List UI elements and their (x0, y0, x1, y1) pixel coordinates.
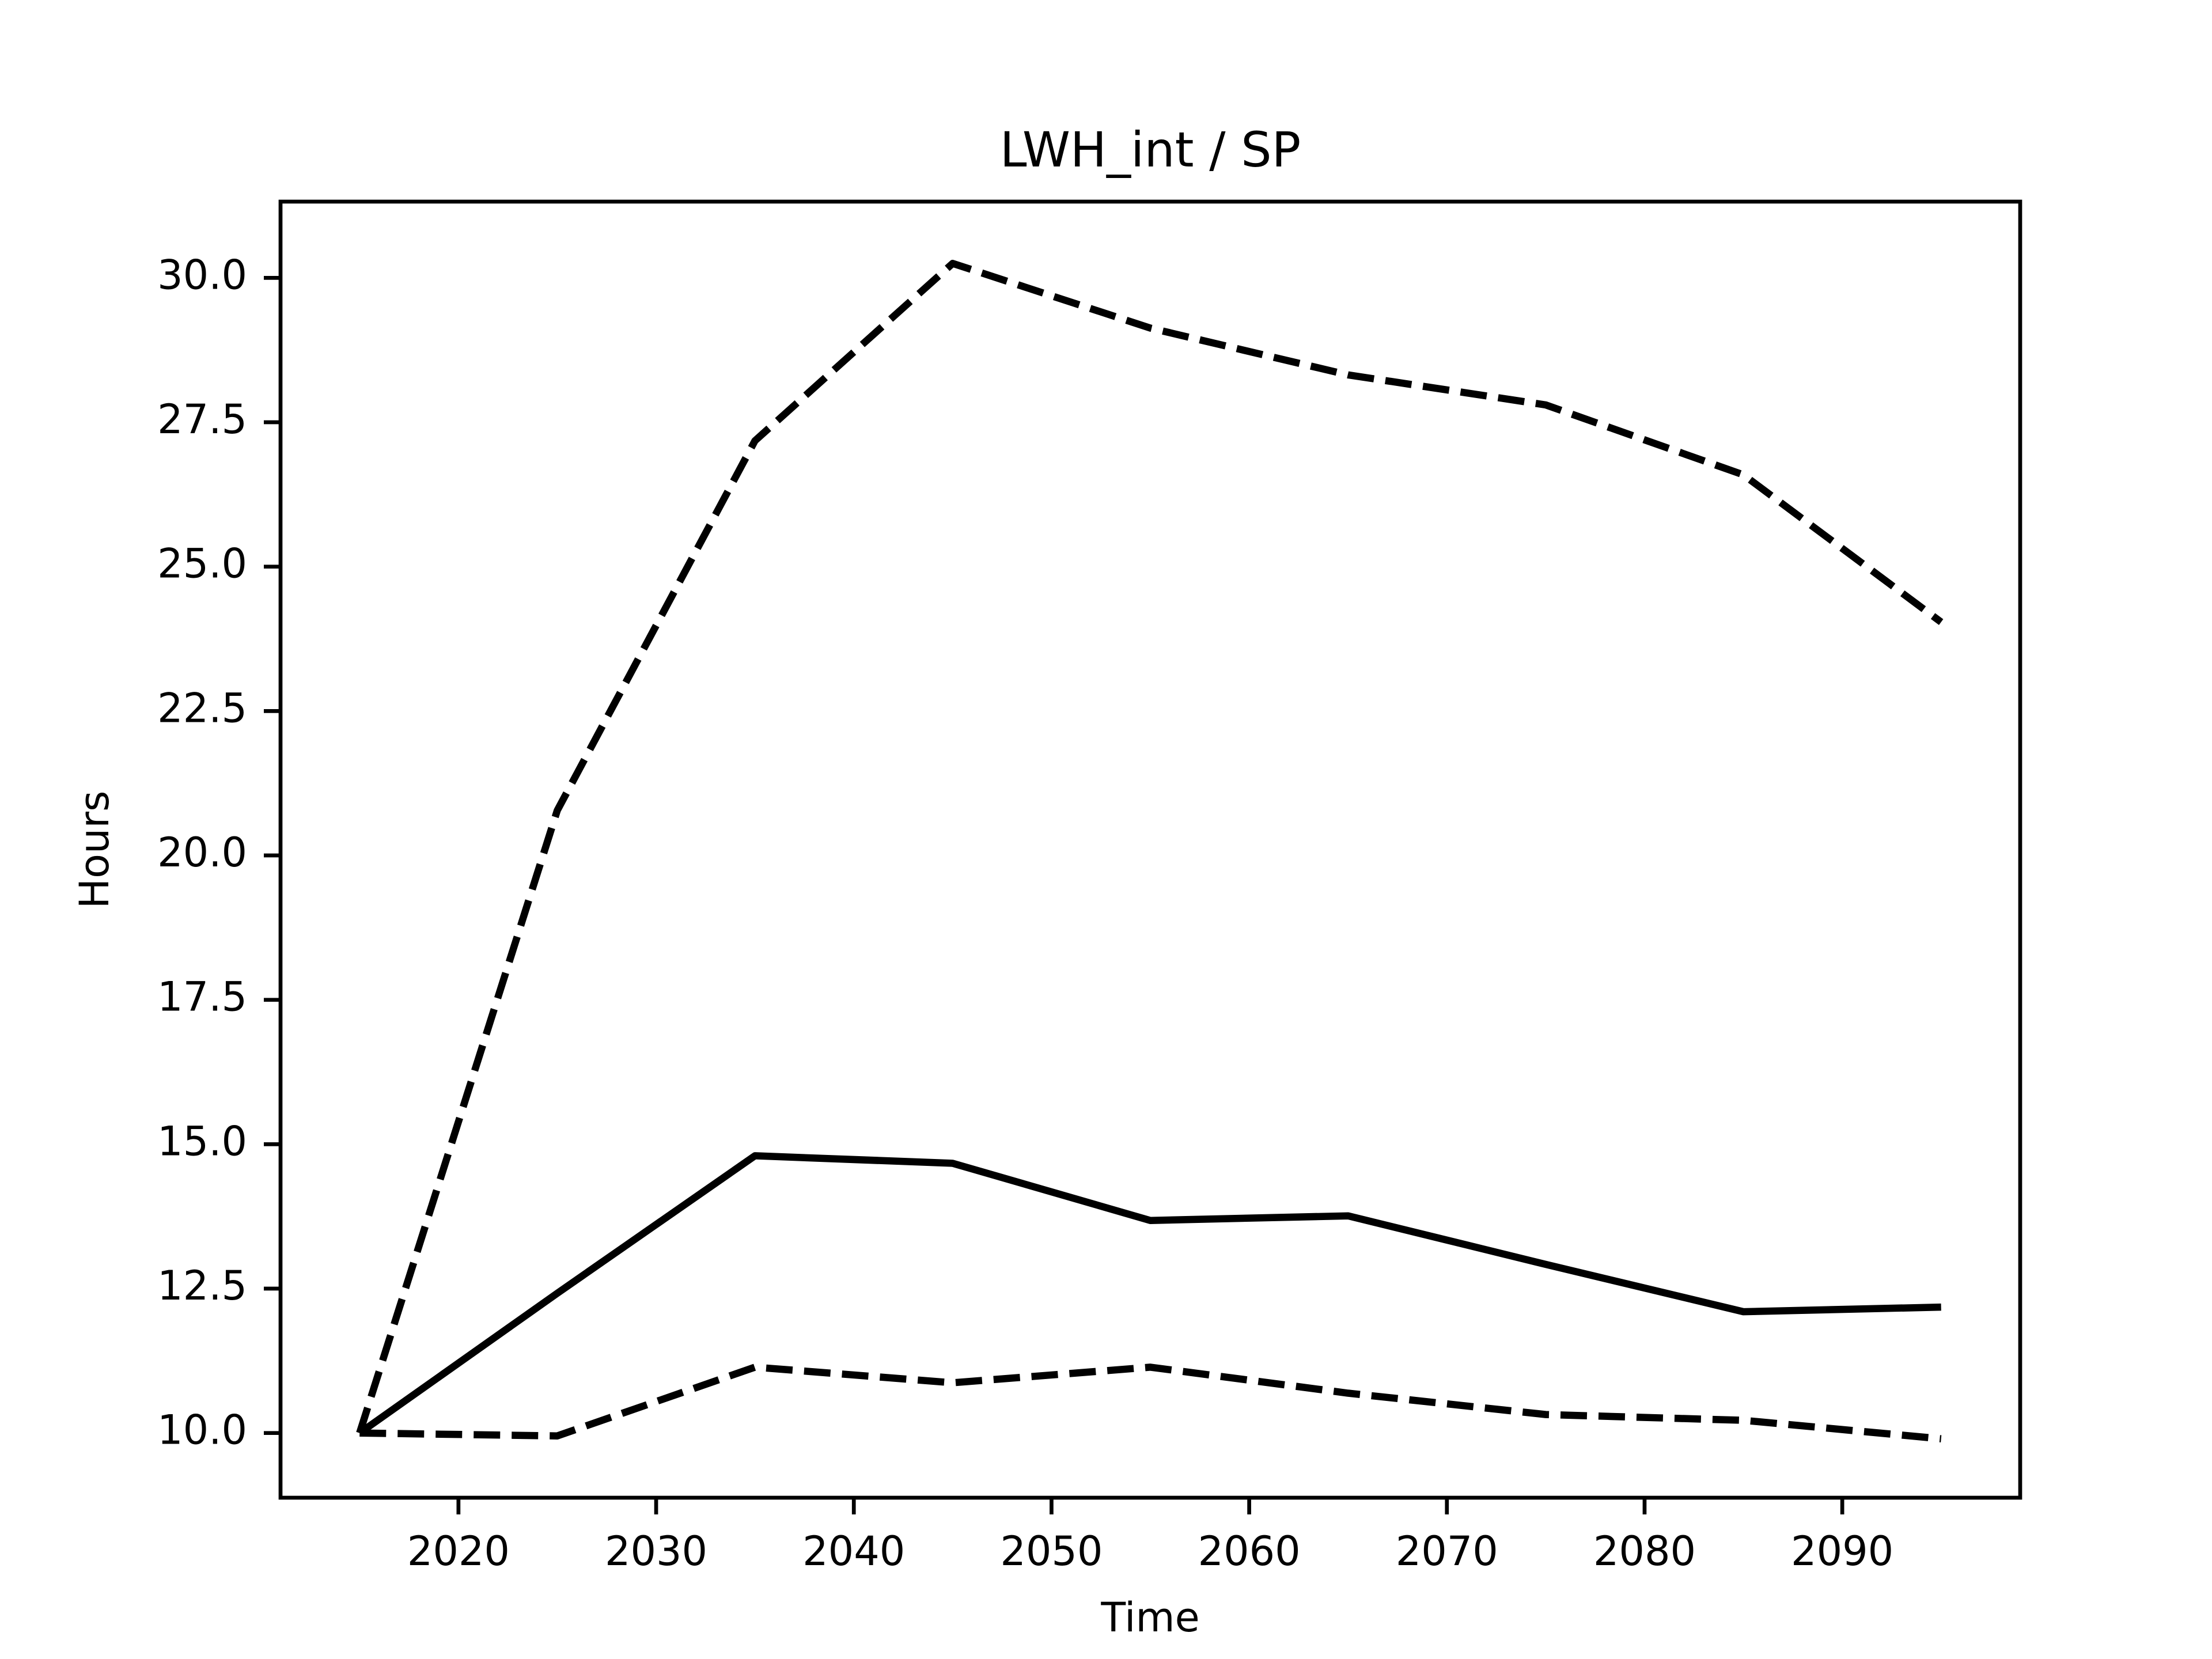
x-tick-label: 2090 (1791, 1528, 1893, 1575)
y-axis-label: Hours (71, 790, 118, 908)
x-tick-label: 2040 (802, 1528, 905, 1575)
x-tick-label: 2050 (1000, 1528, 1103, 1575)
y-tick-label: 30.0 (157, 251, 247, 298)
chart-title: LWH_int / SP (1000, 122, 1301, 178)
line-series (356, 260, 1944, 1434)
x-axis-label: Time (1100, 1594, 1199, 1641)
y-tick-label: 22.5 (157, 684, 247, 732)
y-tick-label: 17.5 (157, 974, 247, 1021)
y-tick-label: 27.5 (157, 396, 247, 443)
x-tick-label: 2020 (407, 1528, 510, 1575)
line-series (359, 1363, 1942, 1442)
x-tick-label: 2080 (1593, 1528, 1696, 1575)
y-tick-label: 15.0 (157, 1118, 247, 1165)
plot-frame (278, 199, 2022, 1500)
y-tick-label: 25.0 (157, 540, 247, 588)
y-tick-label: 20.0 (157, 829, 247, 876)
x-tick-label: 2030 (605, 1528, 707, 1575)
y-tick-label: 10.0 (157, 1407, 247, 1454)
line-series (357, 1152, 1941, 1436)
y-tick-label: 12.5 (157, 1262, 247, 1309)
x-tick-label: 2060 (1198, 1528, 1301, 1575)
x-tick-label: 2070 (1396, 1528, 1498, 1575)
